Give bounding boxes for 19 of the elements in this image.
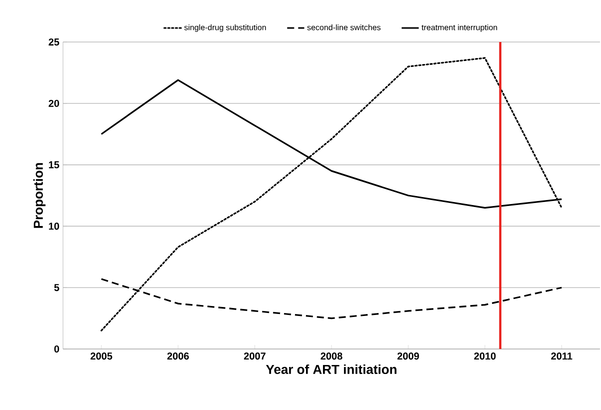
legend-label: second-line switches — [307, 24, 381, 30]
x-tick-label: 2009 — [397, 352, 419, 360]
x-tick-label: 2008 — [320, 352, 342, 360]
y-axis-title: Proportion — [33, 163, 46, 228]
x-tick-label: 2005 — [90, 352, 112, 360]
y-tick-label: 25 — [48, 38, 60, 46]
y-tick-label: 20 — [48, 100, 60, 107]
x-tick-label: 2010 — [474, 352, 496, 360]
x-axis-title: Year of ART initiation — [266, 364, 396, 374]
legend-label: single-drug substitution — [184, 24, 266, 32]
y-tick-label: 5 — [54, 284, 60, 292]
x-tick-label: 2007 — [244, 352, 266, 360]
legend-label: treatment interruption — [422, 24, 498, 32]
y-tick-label: 0 — [54, 345, 60, 353]
x-tick-label: 2006 — [167, 352, 189, 360]
x-tick-label: 2011 — [551, 352, 572, 360]
y-tick-label: 15 — [48, 161, 60, 168]
y-tick-label: 10 — [48, 222, 60, 230]
line-series — [100, 57, 562, 332]
